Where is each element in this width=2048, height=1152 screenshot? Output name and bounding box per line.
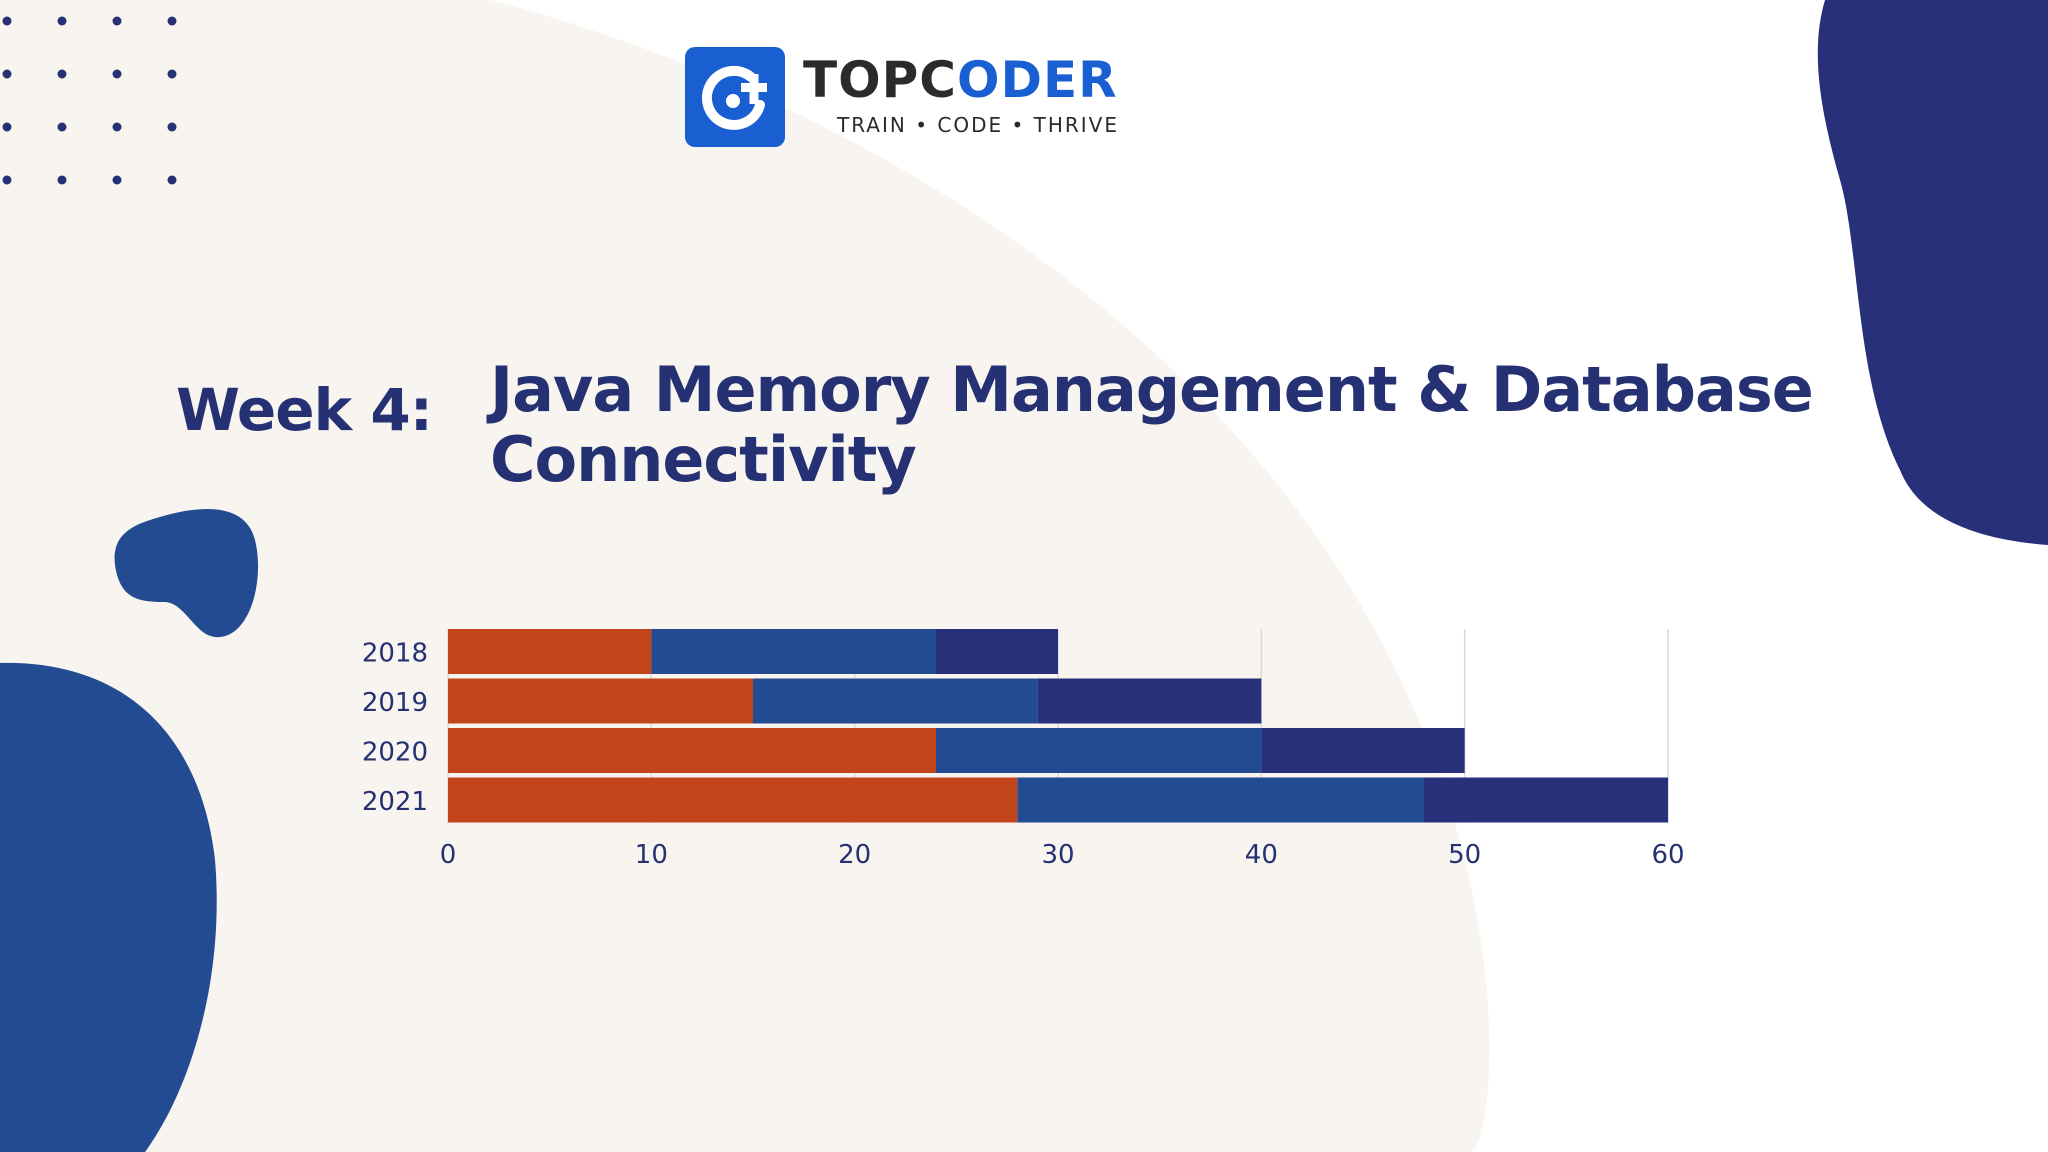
- bar-segment: [448, 777, 1018, 823]
- bar-segment: [936, 629, 1058, 674]
- blue-left-blob-shape: [0, 662, 217, 1152]
- logo-wordmark-blue: ODER: [956, 51, 1118, 109]
- x-tick-label: 0: [440, 840, 457, 870]
- x-tick-label: 10: [635, 840, 668, 870]
- x-tick-label: 30: [1041, 840, 1074, 870]
- bar-segment: [448, 678, 753, 724]
- y-tick-label: 2021: [362, 787, 428, 817]
- x-tick-label: 20: [838, 840, 871, 870]
- bar-segment: [448, 629, 652, 674]
- bar-segment: [1424, 777, 1668, 823]
- logo-tagline: TRAIN • CODE • THRIVE: [837, 113, 1119, 137]
- page-title: Java Memory Management & Database Connec…: [490, 355, 1850, 495]
- logo-wordmark-dark: TOPC: [803, 51, 957, 109]
- navy-corner-blob-shape: [1817, 0, 2048, 545]
- topcoder-logo: TOPCODER TRAIN • CODE • THRIVE: [685, 47, 1145, 149]
- topcoder-logo-mark-icon: [685, 47, 785, 147]
- x-tick-label: 60: [1651, 840, 1684, 870]
- beige-blob-shape: [0, 0, 1490, 1152]
- bar-segment: [1017, 777, 1424, 823]
- bar-segment: [1261, 728, 1465, 773]
- x-tick-label: 40: [1245, 840, 1278, 870]
- bar-segment: [1037, 678, 1262, 724]
- title-line-2: Connectivity: [490, 423, 917, 496]
- bar-segment: [448, 728, 936, 773]
- bar-segment: [651, 629, 936, 674]
- y-tick-label: 2019: [362, 688, 428, 718]
- y-tick-label: 2020: [362, 738, 428, 768]
- x-tick-label: 50: [1448, 840, 1481, 870]
- y-tick-label: 2018: [362, 639, 428, 669]
- bar-segment: [936, 728, 1262, 773]
- dot-grid-decoration: [2, 16, 177, 185]
- logo-wordmark: TOPCODER: [803, 55, 1118, 105]
- blue-small-blob-shape: [114, 508, 259, 638]
- week-label: Week 4:: [176, 376, 433, 444]
- title-line-1: Java Memory Management & Database: [490, 353, 1814, 426]
- bar-segment: [753, 678, 1038, 724]
